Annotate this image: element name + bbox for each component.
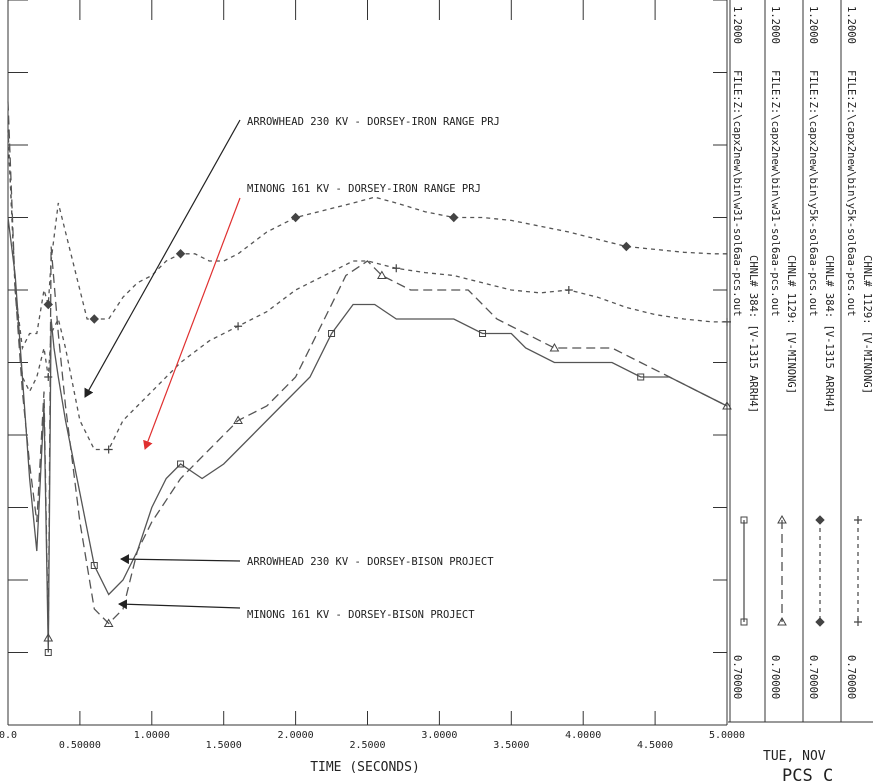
- series-marker: [637, 373, 645, 381]
- series-marker: [290, 212, 301, 223]
- legend-channel: CHNL# 1129: [V-MINONG]: [785, 255, 797, 394]
- annotation-arrow: [84, 119, 241, 398]
- series-0: [7, 217, 728, 656]
- legend-file: FILE:Z:\capx2new\bin\w31-sol6aa-pcs.out: [731, 70, 743, 317]
- series-line: [7, 217, 728, 653]
- legend-scale-min: 0.70000: [845, 655, 857, 699]
- series-1: [7, 101, 732, 642]
- series-line: [7, 101, 728, 639]
- series-line: [7, 130, 727, 351]
- legend-scale-min: 0.70000: [807, 655, 819, 699]
- legend-panel: 1.2000 FILE:Z:\capx2new\bin\w31-sol6aa-pc…: [728, 0, 873, 723]
- series-marker: [234, 322, 243, 331]
- series-marker: [377, 270, 387, 279]
- legend-entry-3: 1.2000 FILE:Z:\capx2new\bin\y5k-sol6aa-pc…: [845, 6, 873, 699]
- series-marker: [43, 299, 53, 310]
- series-marker: [815, 617, 825, 627]
- x-tick-label: 5.0000: [709, 730, 745, 741]
- series-marker: [777, 514, 787, 524]
- series-marker: [89, 314, 99, 324]
- x-axis-label: TIME (SECONDS): [310, 760, 420, 775]
- legend-channel: CHNL# 1129: [V-MINONG]: [861, 255, 873, 394]
- legend-scale-max: 1.2000: [807, 6, 819, 44]
- series-marker: [177, 460, 185, 468]
- series-marker: [44, 649, 52, 656]
- annotation-label: MINONG 161 KV - DORSEY-IRON RANGE PRJ: [247, 183, 481, 195]
- footer-title: PCS C: [782, 766, 833, 782]
- series-marker: [777, 616, 787, 626]
- series-marker: [43, 632, 54, 642]
- legend-scale-min: 0.70000: [731, 655, 743, 699]
- legend-scale-min: 0.70000: [769, 655, 781, 699]
- legend-scale-max: 1.2000: [845, 6, 857, 44]
- legend-scale-max: 1.2000: [731, 6, 743, 44]
- annotation-label: MINONG 161 KV - DORSEY-BISON PROJECT: [247, 609, 475, 621]
- series-3: [7, 130, 731, 454]
- legend-file: FILE:Z:\capx2new\bin\w31-sol6aa-pcs.out: [769, 70, 781, 317]
- legend-file: FILE:Z:\capx2new\bin\y5k-sol6aa-pcs.out: [807, 70, 819, 317]
- annotation-arrow: [120, 554, 241, 565]
- legend-scale-max: 1.2000: [769, 6, 781, 44]
- x-tick-label: 0.0: [0, 730, 17, 741]
- series-marker: [104, 445, 113, 454]
- axis-ticks: 0.0 1.0000 2.0000 3.0000 4.0000 5.0000 0.50000…: [0, 0, 745, 751]
- series-marker: [233, 415, 243, 424]
- annotation-arrow: [143, 197, 241, 450]
- series-marker: [854, 516, 862, 524]
- legend-channel: CHNL# 384: [V-1315 ARRH4]: [747, 255, 759, 413]
- annotation-arrow: [118, 599, 241, 610]
- legend-entry-0: 1.2000 FILE:Z:\capx2new\bin\w31-sol6aa-pc…: [731, 6, 759, 699]
- legend-entry-2: 1.2000 FILE:Z:\capx2new\bin\y5k-sol6aa-pc…: [807, 6, 835, 699]
- annotation-label: ARROWHEAD 230 KV - DORSEY-BISON PROJECT: [247, 556, 494, 568]
- series-2: [7, 130, 727, 351]
- x-tick-label: 1.0000: [134, 730, 170, 741]
- x-tick-label: 3.5000: [493, 740, 529, 751]
- series-line: [7, 130, 727, 451]
- series-marker: [854, 618, 862, 626]
- legend-entry-1: 1.2000 FILE:Z:\capx2new\bin\w31-sol6aa-pc…: [769, 6, 797, 699]
- series-marker: [392, 264, 401, 273]
- series-marker: [564, 286, 573, 294]
- series-layer: [7, 101, 732, 656]
- series-marker: [479, 330, 487, 337]
- annotation-layer: ARROWHEAD 230 KV - DORSEY-IRON RANGE PRJ…: [84, 116, 500, 621]
- series-marker: [103, 618, 114, 627]
- x-tick-label: 2.0000: [278, 730, 314, 741]
- series-marker: [815, 515, 825, 525]
- series-marker: [740, 516, 748, 524]
- annotation-label: ARROWHEAD 230 KV - DORSEY-IRON RANGE PRJ: [247, 116, 500, 128]
- legend-file: FILE:Z:\capx2new\bin\y5k-sol6aa-pcs.out: [845, 70, 857, 317]
- series-marker: [175, 249, 186, 259]
- x-tick-label: 4.5000: [637, 740, 673, 751]
- x-tick-label: 2.5000: [349, 740, 385, 751]
- series-marker: [328, 330, 336, 337]
- x-tick-label: 3.0000: [421, 730, 457, 741]
- series-marker: [44, 373, 53, 381]
- series-marker: [621, 241, 632, 252]
- x-tick-label: 1.5000: [206, 740, 242, 751]
- series-marker: [549, 342, 560, 352]
- series-marker: [449, 212, 459, 223]
- footer-date: TUE, NOV: [763, 749, 826, 764]
- x-tick-label: 0.50000: [59, 740, 101, 751]
- series-marker: [740, 618, 748, 626]
- x-tick-label: 4.0000: [565, 730, 601, 741]
- series-marker: [722, 400, 732, 410]
- legend-channel: CHNL# 384: [V-1315 ARRH4]: [823, 255, 835, 413]
- series-marker: [90, 562, 98, 569]
